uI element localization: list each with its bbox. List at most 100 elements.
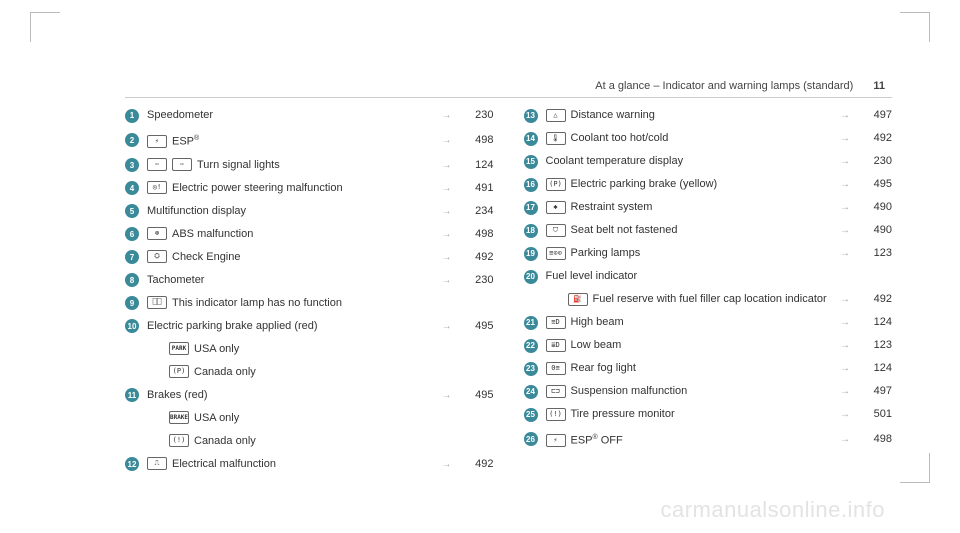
arrow-icon: → xyxy=(840,384,850,399)
arrow-icon: → xyxy=(840,407,850,422)
warning-lamp-icon: ≡⊙⊙ xyxy=(546,247,566,260)
item-label: (!)Tire pressure monitor xyxy=(546,407,833,422)
item-number: 19 xyxy=(524,247,538,261)
item-label: ≣DLow beam xyxy=(546,338,833,353)
arrow-icon: → xyxy=(840,338,850,353)
item-number: 1 xyxy=(125,109,139,123)
arrow-icon: → xyxy=(840,432,850,447)
item-number: 13 xyxy=(524,109,538,123)
item-text: Rear fog light xyxy=(571,362,636,374)
page-ref: 123 xyxy=(858,246,892,261)
item-number: 11 xyxy=(125,388,139,402)
item-label: Coolant temperature display xyxy=(546,154,833,169)
item-number: 17 xyxy=(524,201,538,215)
item-label: ⎕⎕ This indicator lamp has no function xyxy=(147,296,494,311)
content-columns: 1Speedometer→2302⚡ESP®→4983⇦⇨Turn signal… xyxy=(125,108,892,480)
list-item: 10Electric parking brake applied (red)→4… xyxy=(125,319,494,334)
item-number: 8 xyxy=(125,273,139,287)
item-label: (!)Canada only xyxy=(169,434,494,449)
arrow-icon: → xyxy=(442,273,452,288)
item-text: This indicator lamp has no function xyxy=(172,297,342,309)
arrow-icon: → xyxy=(442,457,452,472)
page-number: 11 xyxy=(873,80,885,92)
item-number: 23 xyxy=(524,362,538,376)
arrow-icon: → xyxy=(442,181,452,196)
item-number: 25 xyxy=(524,408,538,422)
page-ref: 124 xyxy=(460,158,494,173)
page-header: At a glance – Indicator and warning lamp… xyxy=(595,80,885,92)
page-ref: 124 xyxy=(858,361,892,376)
list-item: 14 🌡Coolant too hot/cold → 492 xyxy=(524,131,893,146)
item-label: ⚡ESP® OFF xyxy=(546,430,833,449)
list-item: 26⚡ESP® OFF→498 xyxy=(524,430,893,449)
page-ref: 491 xyxy=(460,181,494,196)
item-number: 4 xyxy=(125,181,139,195)
warning-lamp-icon: 0≡ xyxy=(546,362,566,375)
item-number: 5 xyxy=(125,204,139,218)
item-number: 9 xyxy=(125,296,139,310)
item-label: ⛉Seat belt not fastened xyxy=(546,223,833,238)
arrow-icon: → xyxy=(442,250,452,265)
warning-lamp-icon: ⚡ xyxy=(147,135,167,148)
warning-lamp-icon: ⎕⎕ xyxy=(147,296,167,309)
item-label: ⊛ABS malfunction xyxy=(147,227,434,242)
left-column: 1Speedometer→2302⚡ESP®→4983⇦⇨Turn signal… xyxy=(125,108,494,480)
item-label: ⚡ESP® xyxy=(147,131,434,150)
item-label: PARKUSA only xyxy=(169,342,494,357)
list-item: 6⊛ABS malfunction→498 xyxy=(125,227,494,242)
item-text: Suspension malfunction xyxy=(571,385,688,397)
item-label: ⛭Check Engine xyxy=(147,250,434,265)
item-text: Electrical malfunction xyxy=(172,458,276,470)
warning-lamp-icon: ⛭ xyxy=(147,250,167,263)
item-text: Fuel level indicator xyxy=(546,270,638,282)
warning-lamp-icon: ⛽ xyxy=(568,293,588,306)
page-ref: 230 xyxy=(858,154,892,169)
warning-lamp-icon: PARK xyxy=(169,342,189,355)
item-label: 🌡Coolant too hot/cold xyxy=(546,131,833,146)
item-text: Coolant temperature display xyxy=(546,155,684,167)
item-label: ◎!Electric power steering malfunction xyxy=(147,181,434,196)
page-ref: 492 xyxy=(858,292,892,307)
list-item: 1Speedometer→230 xyxy=(125,108,494,123)
arrow-icon: → xyxy=(840,361,850,376)
item-text: Electric power steering malfunction xyxy=(172,182,343,194)
list-item: ⛽Fuel reserve with fuel filler cap locat… xyxy=(524,292,893,307)
list-item: 12⎍Electrical malfunction→492 xyxy=(125,457,494,472)
item-number: 3 xyxy=(125,158,139,172)
page-ref: 492 xyxy=(460,250,494,265)
item-number: 14 xyxy=(524,132,538,146)
list-item: (!)Canada only xyxy=(125,434,494,449)
item-label: Brakes (red) xyxy=(147,388,434,403)
arrow-icon: → xyxy=(840,108,850,123)
item-text: Speedometer xyxy=(147,109,213,121)
item-label: ≡⊙⊙Parking lamps xyxy=(546,246,833,261)
item-text: USA only xyxy=(194,412,239,424)
page-ref: 492 xyxy=(858,131,892,146)
item-text: ABS malfunction xyxy=(172,228,253,240)
list-item: 16(P)Electric parking brake (yellow)→495 xyxy=(524,177,893,192)
item-label: ≡DHigh beam xyxy=(546,315,833,330)
item-label: Tachometer xyxy=(147,273,434,288)
item-label: Multifunction display xyxy=(147,204,434,219)
arrow-icon: → xyxy=(442,388,452,403)
list-item: 20Fuel level indicator xyxy=(524,269,893,284)
arrow-icon: → xyxy=(840,131,850,146)
list-item: 7⛭Check Engine→492 xyxy=(125,250,494,265)
warning-lamp-icon: ⛉ xyxy=(546,224,566,237)
item-text: Tire pressure monitor xyxy=(571,408,675,420)
page-ref: 498 xyxy=(460,133,494,148)
item-number: 26 xyxy=(524,432,538,446)
warning-lamp-icon: ≣D xyxy=(546,339,566,352)
arrow-icon: → xyxy=(442,227,452,242)
page-ref: 497 xyxy=(858,384,892,399)
warning-lamp-icon: ⎍ xyxy=(147,457,167,470)
list-item: 21≡DHigh beam→124 xyxy=(524,315,893,330)
page-ref: 490 xyxy=(858,223,892,238)
item-label: ⎍ Electrical malfunction xyxy=(147,457,434,472)
item-label: (P)Canada only xyxy=(169,365,494,380)
list-item: PARKUSA only xyxy=(125,342,494,357)
arrow-icon: → xyxy=(442,133,452,148)
item-number: 12 xyxy=(125,457,139,471)
page-ref: 234 xyxy=(460,204,494,219)
list-item: 13△Distance warning→497 xyxy=(524,108,893,123)
